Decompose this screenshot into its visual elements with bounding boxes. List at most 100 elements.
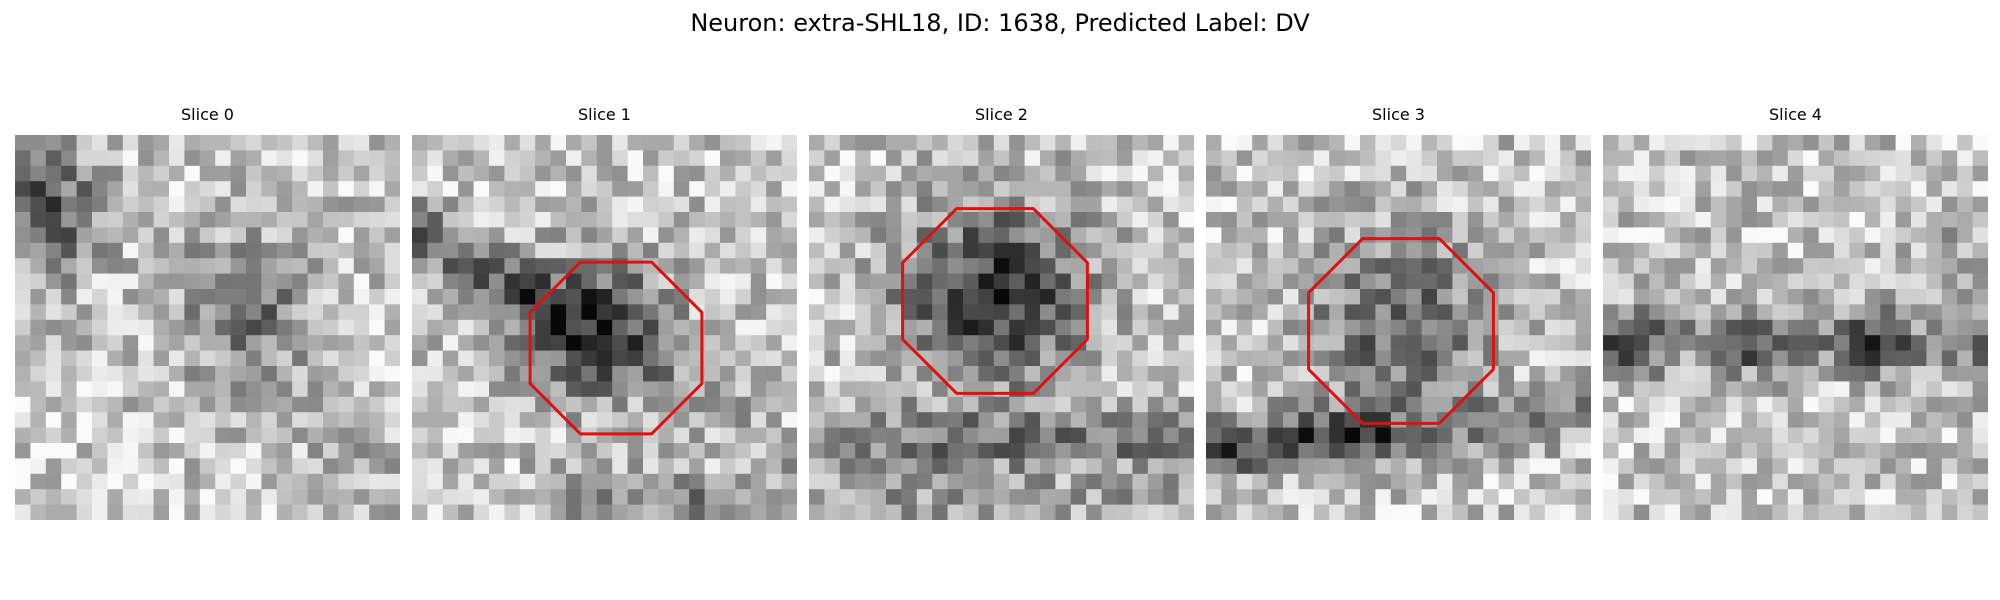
pixel-cell bbox=[1252, 212, 1269, 228]
pixel-cell bbox=[1664, 366, 1681, 382]
pixel-cell bbox=[1452, 335, 1469, 352]
pixel-cell bbox=[1055, 473, 1072, 490]
pixel-cell bbox=[107, 504, 124, 520]
pixel-cell bbox=[824, 304, 841, 321]
pixel-cell bbox=[1834, 350, 1850, 367]
pixel-cell bbox=[870, 242, 887, 259]
pixel-cell bbox=[169, 227, 185, 244]
pixel-cell bbox=[870, 489, 887, 506]
pixel-cell bbox=[1757, 165, 1773, 182]
pixel-cell bbox=[947, 242, 964, 259]
pixel-cell bbox=[1803, 212, 1820, 228]
pixel-cell bbox=[932, 504, 949, 520]
pixel-cell bbox=[839, 504, 856, 520]
pixel-cell bbox=[1206, 412, 1222, 429]
pixel-cell bbox=[855, 319, 872, 336]
pixel-cell bbox=[1680, 196, 1696, 213]
pixel-cell bbox=[1710, 212, 1727, 228]
pixel-cell bbox=[947, 304, 964, 321]
pixel-cell bbox=[519, 350, 536, 367]
pixel-cell bbox=[1818, 396, 1835, 413]
pixel-cell bbox=[627, 396, 644, 413]
pixel-cell bbox=[76, 196, 93, 213]
pixel-cell bbox=[596, 504, 613, 520]
pixel-cell bbox=[473, 289, 490, 305]
pixel-cell bbox=[323, 304, 339, 321]
pixel-cell bbox=[519, 381, 536, 398]
pixel-cell bbox=[1787, 289, 1804, 305]
pixel-cell bbox=[15, 366, 31, 382]
pixel-cell bbox=[369, 319, 386, 336]
pixel-cell bbox=[307, 227, 324, 244]
pixel-cell bbox=[1529, 458, 1546, 475]
pixel-cell bbox=[1895, 443, 1912, 459]
pixel-cell bbox=[442, 150, 459, 167]
pixel-cell bbox=[1009, 196, 1026, 213]
pixel-cell bbox=[1147, 396, 1164, 413]
pixel-cell bbox=[1514, 443, 1530, 459]
pixel-cell bbox=[1360, 473, 1376, 490]
slice-image bbox=[1603, 135, 1988, 520]
pixel-cell bbox=[1695, 489, 1712, 506]
pixel-cell bbox=[169, 242, 185, 259]
pixel-cell bbox=[215, 412, 232, 429]
pixel-cell bbox=[1575, 150, 1591, 167]
pixel-cell bbox=[1147, 165, 1164, 182]
pixel-cell bbox=[566, 150, 582, 167]
pixel-cell bbox=[870, 473, 887, 490]
pixel-cell bbox=[1313, 443, 1330, 459]
pixel-cell bbox=[45, 396, 62, 413]
pixel-cell bbox=[1421, 181, 1438, 198]
pixel-cell bbox=[1406, 319, 1423, 336]
pixel-cell bbox=[1024, 335, 1041, 352]
pixel-cell bbox=[1483, 181, 1500, 198]
pixel-cell bbox=[673, 273, 690, 290]
pixel-cell bbox=[1710, 181, 1727, 198]
pixel-cell bbox=[369, 304, 386, 321]
pixel-cell bbox=[963, 473, 979, 490]
pixel-cell bbox=[473, 458, 490, 475]
pixel-cell bbox=[276, 289, 293, 305]
pixel-cell bbox=[704, 258, 721, 275]
pixel-cell bbox=[30, 227, 47, 244]
pixel-cell bbox=[489, 227, 505, 244]
pixel-cell bbox=[1421, 165, 1438, 182]
pixel-cell bbox=[1437, 150, 1453, 167]
pixel-cell bbox=[138, 135, 155, 151]
pixel-cell bbox=[581, 273, 598, 290]
pixel-cell bbox=[870, 366, 887, 382]
pixel-cell bbox=[61, 258, 78, 275]
pixel-cell bbox=[839, 273, 856, 290]
pixel-cell bbox=[1911, 150, 1927, 167]
pixel-cell bbox=[1803, 412, 1820, 429]
pixel-cell bbox=[839, 135, 856, 151]
pixel-cell bbox=[1849, 242, 1866, 259]
pixel-cell bbox=[1236, 258, 1253, 275]
pixel-cell bbox=[427, 412, 444, 429]
pixel-cell bbox=[76, 396, 93, 413]
pixel-cell bbox=[199, 366, 216, 382]
pixel-cell bbox=[1695, 227, 1712, 244]
pixel-cell bbox=[504, 473, 521, 490]
pixel-cell bbox=[689, 227, 706, 244]
pixel-cell bbox=[1710, 381, 1727, 398]
pixel-cell bbox=[1818, 196, 1835, 213]
pixel-cell bbox=[1206, 381, 1222, 398]
pixel-cell bbox=[824, 135, 841, 151]
pixel-cell bbox=[1283, 350, 1299, 367]
pixel-cell bbox=[870, 258, 887, 275]
pixel-cell bbox=[932, 319, 949, 336]
pixel-cell bbox=[384, 150, 400, 167]
pixel-cell bbox=[1437, 350, 1453, 367]
pixel-cell bbox=[1710, 304, 1727, 321]
pixel-cell bbox=[1024, 212, 1041, 228]
pixel-cell bbox=[535, 335, 552, 352]
pixel-cell bbox=[1178, 473, 1194, 490]
pixel-cell bbox=[1163, 289, 1180, 305]
pixel-cell bbox=[1575, 412, 1591, 429]
pixel-cell bbox=[1206, 504, 1222, 520]
pixel-cell bbox=[246, 443, 262, 459]
pixel-cell bbox=[230, 473, 247, 490]
pixel-cell bbox=[978, 289, 995, 305]
pixel-cell bbox=[1040, 273, 1056, 290]
